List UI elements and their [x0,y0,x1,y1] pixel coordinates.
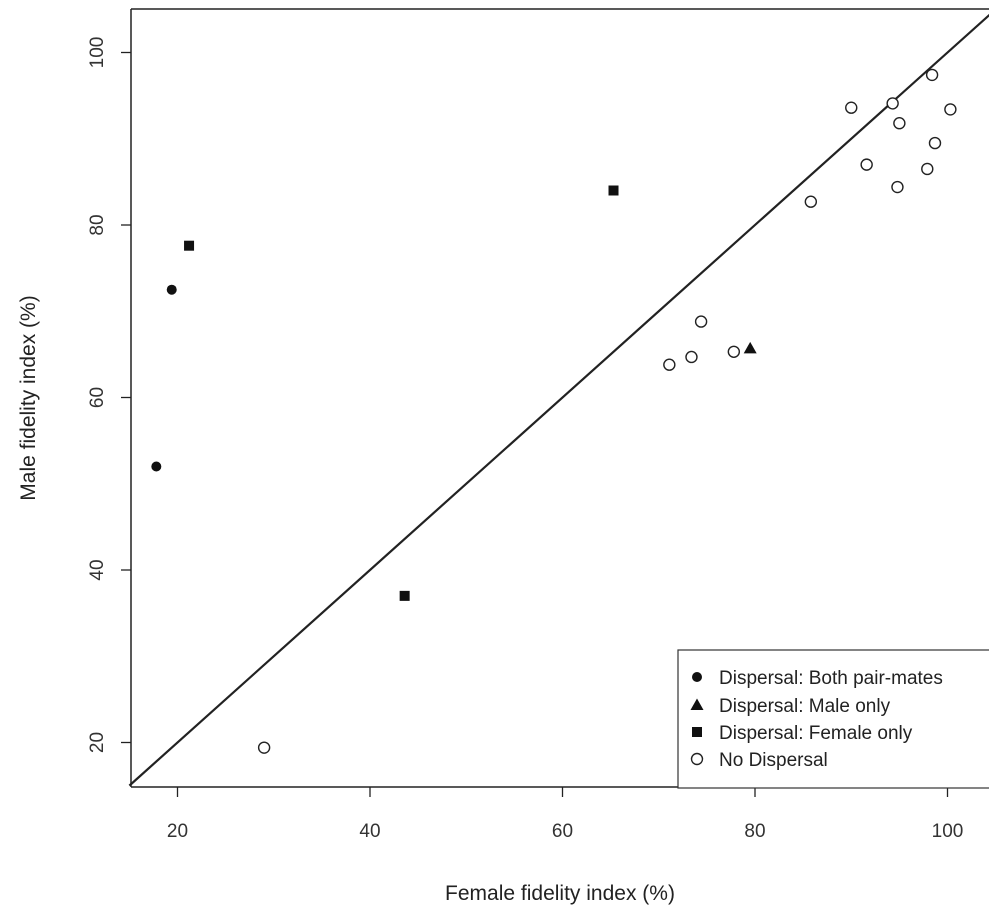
data-point [804,195,818,208]
legend-box [677,649,989,789]
y-tick-label: 20 [87,732,108,753]
data-point [860,158,873,171]
x-tick-label: 20 [167,821,188,842]
legend: Dispersal: Both pair-mates Dispersal: Mal… [677,649,989,789]
data-point [663,358,676,371]
x-tick-label: 80 [744,821,765,842]
data-points [151,68,957,754]
data-point [685,350,698,364]
x-tick-label: 60 [552,821,573,842]
y-tick-label: 80 [87,214,108,235]
legend-label: Dispersal: Female only [719,723,913,744]
legend-label: Dispersal: Both pair-mates [719,668,943,689]
data-point [151,461,162,472]
data-point [928,136,942,150]
y-tick-label: 40 [87,559,108,580]
legend-label: No Dispersal [719,750,828,771]
data-point [893,117,906,130]
data-point [925,68,939,82]
legend-marker [692,672,702,682]
legend-marker [690,752,704,766]
x-axis-title: Female fidelity index (%) [445,882,675,905]
y-tick-label: 60 [87,387,108,408]
y-tick-label: 100 [87,37,108,69]
legend-marker [690,698,704,710]
x-tick-label: 40 [359,821,380,842]
legend-label: Dispersal: Male only [719,696,891,717]
data-point [608,185,619,196]
data-point [727,345,741,358]
data-point [166,284,177,295]
data-point [921,162,934,176]
data-point [743,341,757,354]
data-point [944,103,957,116]
data-point [184,240,195,251]
data-point [257,741,271,754]
data-point [845,101,858,114]
data-point [694,315,708,328]
x-tick-label: 100 [932,821,964,842]
legend-marker [692,727,702,737]
data-point [399,590,410,601]
data-point [886,97,899,110]
reference-line [128,13,989,787]
y-axis-ticks: 20 40 60 80 100 [87,37,131,753]
y-axis-title: Male fidelity index (%) [17,295,40,500]
data-point [891,180,904,194]
x-axis-ticks: 20 40 60 80 100 [167,787,963,842]
